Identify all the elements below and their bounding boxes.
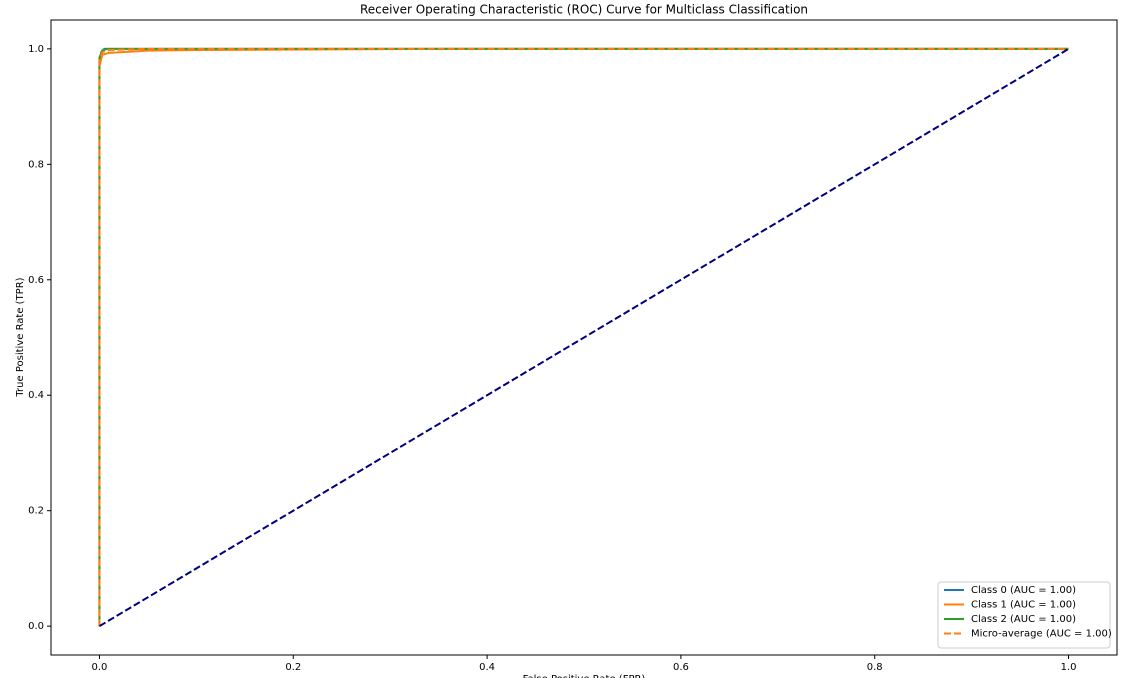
x-tick-label: 0.2	[285, 662, 301, 673]
roc-line	[98, 48, 1070, 627]
x-tick-label: 0.4	[479, 662, 495, 673]
roc-line	[98, 47, 1069, 627]
legend-label: Class 1 (AUC = 1.00)	[971, 600, 1076, 611]
chart-title: Receiver Operating Characteristic (ROC) …	[360, 3, 808, 17]
legend-label: Micro-average (AUC = 1.00)	[971, 629, 1112, 640]
legend-label: Class 2 (AUC = 1.00)	[971, 614, 1076, 625]
y-tick-label: 1.0	[28, 44, 44, 55]
x-tick-label: 0.0	[92, 662, 108, 673]
x-axis-label: False Positive Rate (FPR)	[523, 674, 646, 678]
y-tick-label: 0.2	[28, 506, 44, 517]
x-tick-label: 0.8	[867, 662, 883, 673]
plot-frame	[50, 19, 1118, 656]
y-tick-label: 0.4	[28, 390, 44, 401]
x-tick-label: 0.6	[673, 662, 689, 673]
y-axis-label: True Positive Rate (TPR)	[15, 277, 26, 397]
y-tick-label: 0.6	[28, 275, 44, 286]
y-tick-label: 0.0	[28, 621, 44, 632]
y-tick-label: 0.8	[28, 159, 44, 170]
x-tick-label: 1.0	[1061, 662, 1077, 673]
legend-label: Class 0 (AUC = 1.00)	[971, 585, 1076, 596]
legend-box	[937, 581, 1111, 649]
